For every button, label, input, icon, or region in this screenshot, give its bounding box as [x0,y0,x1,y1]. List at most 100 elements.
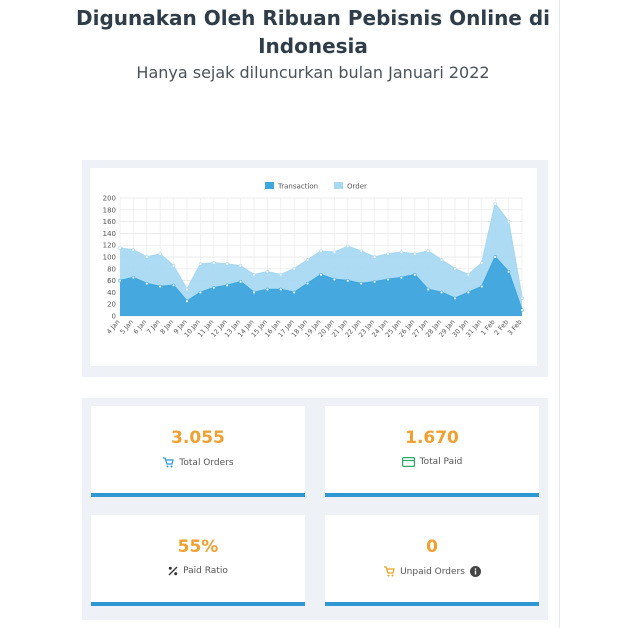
point [386,252,390,256]
point [185,299,189,303]
point [493,255,497,259]
point [520,296,524,301]
cart-icon [163,457,175,468]
stat-label: Total Orders [179,457,234,468]
point [372,280,377,284]
point [265,287,270,292]
y-tick-label: 20 [107,301,116,309]
stat-label: Unpaid Orders [400,566,465,577]
legend-label: Transaction [277,183,318,191]
point [480,261,484,265]
cart-icon [384,566,395,577]
x-tick-label: 7 Jan [145,318,162,336]
stat-value: 1.670 [405,428,459,448]
stat-card: 1.670 Total Paid [325,406,539,497]
point [466,290,471,295]
point [238,280,243,284]
point [399,250,404,254]
point [279,287,283,292]
stat-value: 0 [426,537,438,557]
point [426,249,430,253]
point [506,270,511,274]
point [305,281,310,286]
stat-value: 3.055 [171,428,225,448]
percent-icon [168,566,178,576]
point [158,252,162,256]
x-tick-label: 3 Feb [506,318,524,337]
y-tick-label: 200 [103,195,116,203]
point [386,277,390,282]
point [305,258,310,262]
point [198,290,203,295]
x-tick-label: 6 Jan [132,318,149,336]
y-tick-label: 100 [103,254,116,262]
y-tick-label: 180 [103,206,116,214]
point [319,272,323,277]
y-tick-label: 0 [112,313,116,321]
point [171,264,176,268]
point [413,252,417,256]
point [319,249,323,253]
stat-value: 55% [177,537,219,557]
point [185,287,189,292]
point [198,262,203,266]
legend-swatch [334,182,344,189]
point [413,272,417,277]
point [506,219,511,224]
stat-card: 3.055 Total Orders [91,406,305,497]
point [252,290,256,295]
y-tick-label: 160 [103,218,116,226]
y-tick-label: 120 [103,242,116,250]
point [359,249,363,253]
subtitle: Hanya sejak diluncurkan bulan Januari 20… [136,63,490,82]
area-fill [120,257,522,316]
point [426,287,430,292]
legend-swatch [265,182,274,189]
title: Digunakan Oleh Ribuan Pebisnis Online di… [75,6,551,58]
point [279,272,283,277]
y-tick-label: 40 [107,289,116,297]
point [359,281,363,286]
info-icon[interactable] [469,566,481,577]
point [238,264,243,268]
y-tick-label: 80 [107,265,116,273]
point [265,270,270,274]
point [171,283,176,288]
point [332,250,337,254]
x-tick-label: 5 Jan [118,318,135,336]
x-tick-label: 4 Jan [105,318,122,336]
point [118,246,122,250]
point [399,275,404,280]
point [158,284,162,289]
point [252,272,256,277]
point [453,267,457,271]
chart-card: 0 20 40 60 80 100 120 140 160 180 200 4 Jan 5 Jan 6 J… [90,168,537,366]
point [145,255,149,259]
point [292,290,296,295]
stat-label: Paid Ratio [183,566,228,576]
point [212,285,216,290]
point [225,283,229,288]
point [346,244,350,249]
stat-label: Total Paid [419,457,463,467]
point [439,258,444,262]
point [292,267,296,271]
divider [559,0,560,628]
point [131,275,136,280]
card-icon [401,457,415,467]
legend-label: Order [347,183,367,191]
point [118,278,122,283]
point [372,255,377,259]
point [346,278,350,283]
point [212,261,216,265]
point [131,248,136,252]
point [332,277,337,282]
point [439,290,444,295]
x-tick-label: 8 Jan [159,318,176,336]
stat-card: 0 Unpaid Orders [325,515,539,606]
point [145,281,149,286]
y-tick-label: 60 [107,277,116,285]
point [453,296,457,301]
